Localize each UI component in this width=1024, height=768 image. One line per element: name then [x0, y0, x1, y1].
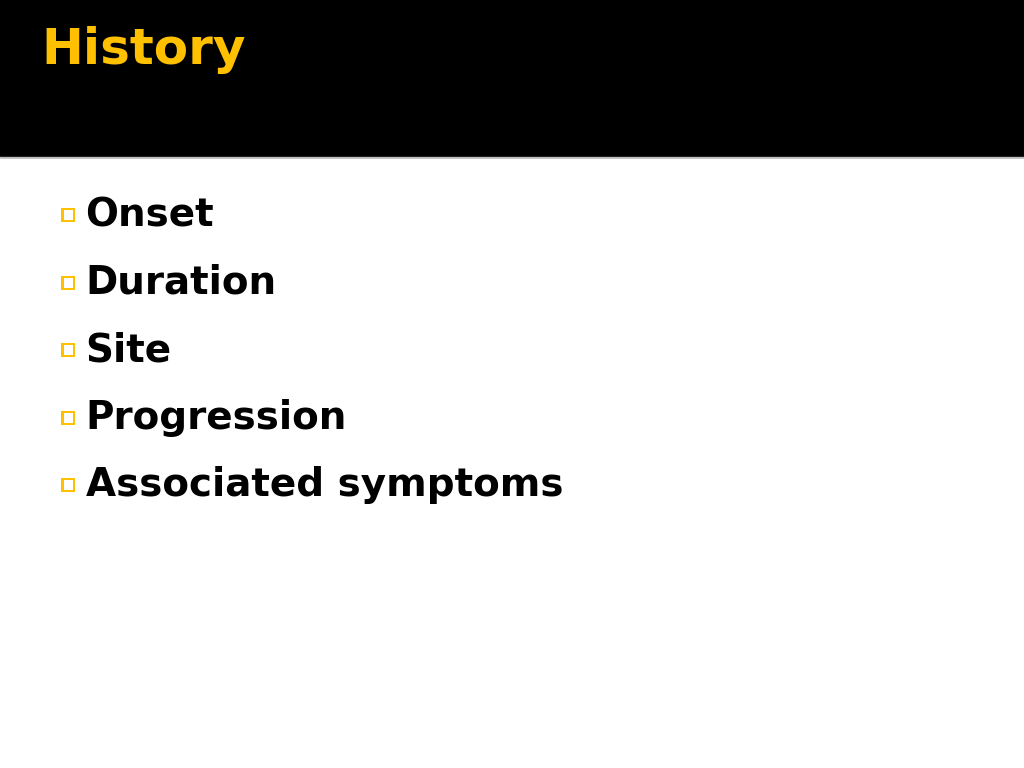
Text: History: History [41, 26, 246, 74]
FancyBboxPatch shape [61, 276, 76, 290]
FancyBboxPatch shape [63, 413, 73, 423]
FancyBboxPatch shape [63, 278, 73, 288]
Bar [0, 0, 1024, 157]
Text: Onset: Onset [85, 196, 214, 234]
Text: Site: Site [85, 331, 172, 369]
Text: Duration: Duration [85, 263, 276, 302]
FancyBboxPatch shape [61, 411, 76, 425]
FancyBboxPatch shape [61, 343, 76, 357]
FancyBboxPatch shape [63, 210, 73, 220]
Text: Associated symptoms: Associated symptoms [85, 466, 563, 505]
FancyBboxPatch shape [61, 478, 76, 492]
FancyBboxPatch shape [63, 346, 73, 356]
Text: Progression: Progression [85, 399, 347, 437]
FancyBboxPatch shape [63, 481, 73, 491]
FancyBboxPatch shape [61, 208, 76, 222]
